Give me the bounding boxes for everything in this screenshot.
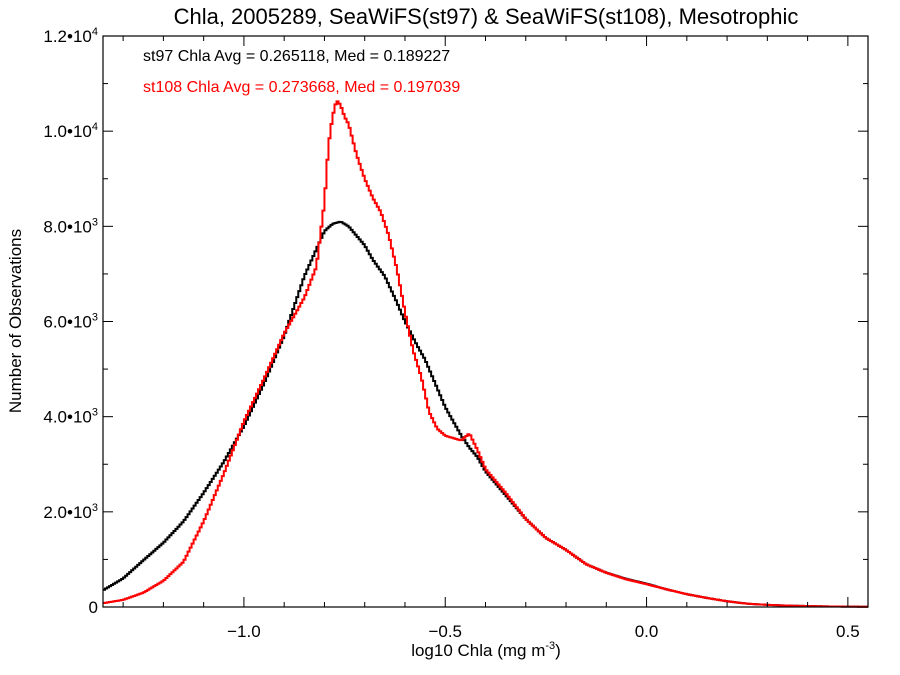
y-tick-label: 6.0•103 <box>43 312 98 332</box>
y-tick-label: 1.2•104 <box>43 26 98 46</box>
x-axis-label: log10 Chla (mg m-3) <box>411 640 561 660</box>
y-tick-label: 4.0•103 <box>43 407 98 427</box>
series-st108-line <box>103 100 868 608</box>
x-tick-label: 0.0 <box>635 622 659 641</box>
y-tick-label: 2.0•103 <box>43 502 98 522</box>
y-tick-label: 1.0•104 <box>43 121 98 141</box>
annotation-group: st97 Chla Avg = 0.265118, Med = 0.189227… <box>143 48 460 96</box>
y-axis-label: Number of Observations <box>6 229 25 413</box>
y-tick-label: 8.0•103 <box>43 216 98 236</box>
plot-frame <box>102 35 869 608</box>
x-axis-label-main: log10 Chla (mg m <box>411 641 545 660</box>
y-tick-label: 0 <box>89 598 98 617</box>
x-tick-label: 0.5 <box>836 622 860 641</box>
x-axis: −1.0 −0.5 0.0 0.5 <box>122 36 860 641</box>
x-axis-label-close: ) <box>555 641 561 660</box>
annotation-st97: st97 Chla Avg = 0.265118, Med = 0.189227 <box>143 48 450 65</box>
x-tick-label: −1.0 <box>227 622 261 641</box>
series-layer <box>103 100 868 608</box>
x-axis-label-sup: -3 <box>545 640 555 652</box>
y-axis: 0 2.0•103 4.0•103 6.0•103 8.0•103 1.0•104 1.2•… <box>43 26 868 617</box>
x-tick-label: −0.5 <box>428 622 462 641</box>
chart-title: Chla, 2005289, SeaWiFS(st97) & SeaWiFS(s… <box>174 4 799 29</box>
annotation-st108: st108 Chla Avg = 0.273668, Med = 0.19703… <box>143 79 460 96</box>
series-st97-line <box>103 220 868 608</box>
